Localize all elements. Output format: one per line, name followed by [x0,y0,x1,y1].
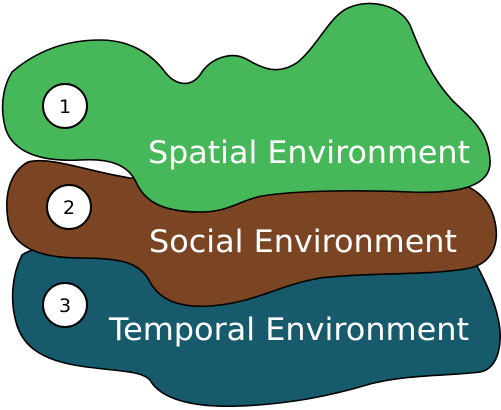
layer-3-number: 3 [59,295,71,317]
number-circle [42,282,88,328]
spatial-layer-blob [1,2,491,213]
number-circle [46,184,92,230]
layer-1-number: 1 [59,96,71,118]
spatial-environment-label: Spatial Environment [148,135,470,171]
number-circle [42,83,88,129]
layer-3-marker: 3 [42,282,88,328]
layer-2-marker: 2 [46,184,92,230]
social-environment-label: Social Environment [149,224,457,260]
temporal-environment-label: Temporal Environment [108,312,469,348]
layer-2-number: 2 [63,197,75,219]
layer-1-marker: 1 [42,83,88,129]
